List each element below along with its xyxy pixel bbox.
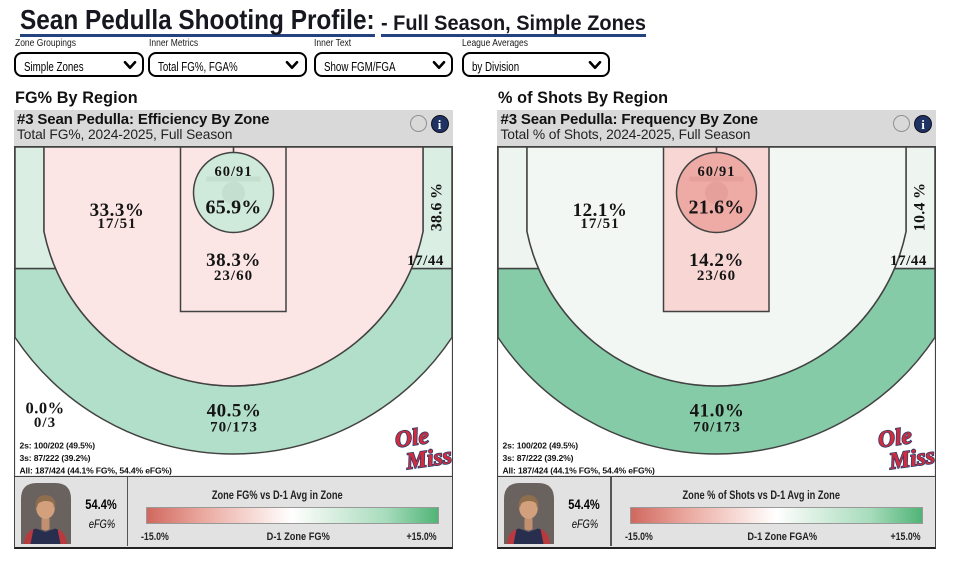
svg-text:14.2%: 14.2% [689, 250, 744, 271]
svg-text:2s: 100/202 (49.5%): 2s: 100/202 (49.5%) [503, 440, 579, 450]
svg-text:Ole: Ole [393, 422, 430, 452]
svg-text:0/3: 0/3 [33, 415, 55, 431]
svg-text:60/91: 60/91 [214, 164, 252, 180]
svg-text:3s: 87/222 (39.2%): 3s: 87/222 (39.2%) [19, 453, 90, 463]
svg-text:70/173: 70/173 [210, 419, 258, 435]
svg-text:Ole: Ole [876, 422, 913, 452]
svg-text:3s: 87/222 (39.2%): 3s: 87/222 (39.2%) [503, 453, 574, 463]
svg-text:12.1%: 12.1% [573, 200, 628, 221]
svg-text:23/60: 23/60 [697, 268, 736, 284]
svg-text:21.6%: 21.6% [689, 196, 745, 218]
svg-text:38.3%: 38.3% [206, 250, 261, 271]
svg-text:10.4 %: 10.4 % [912, 182, 929, 230]
svg-text:17/44: 17/44 [407, 252, 444, 268]
svg-text:23/60: 23/60 [213, 268, 252, 284]
svg-text:Miss: Miss [403, 442, 452, 474]
svg-text:All: 187/424 (44.1% FG%, 54.4%: All: 187/424 (44.1% FG%, 54.4% eFG%) [503, 465, 656, 475]
svg-text:65.9%: 65.9% [205, 196, 261, 218]
svg-text:17/51: 17/51 [97, 216, 136, 232]
svg-text:33.3%: 33.3% [89, 200, 144, 221]
svg-text:17/44: 17/44 [890, 252, 927, 268]
svg-text:2s: 100/202 (49.5%): 2s: 100/202 (49.5%) [19, 440, 95, 450]
svg-text:All: 187/424 (44.1% FG%, 54.4%: All: 187/424 (44.1% FG%, 54.4% eFG%) [19, 465, 172, 475]
svg-text:40.5%: 40.5% [206, 400, 261, 421]
svg-text:0.0%: 0.0% [25, 398, 64, 417]
svg-text:41.0%: 41.0% [690, 400, 745, 421]
svg-text:38.6 %: 38.6 % [428, 182, 445, 230]
svg-text:60/91: 60/91 [697, 164, 735, 180]
svg-text:70/173: 70/173 [693, 419, 741, 435]
svg-text:17/51: 17/51 [580, 216, 619, 232]
